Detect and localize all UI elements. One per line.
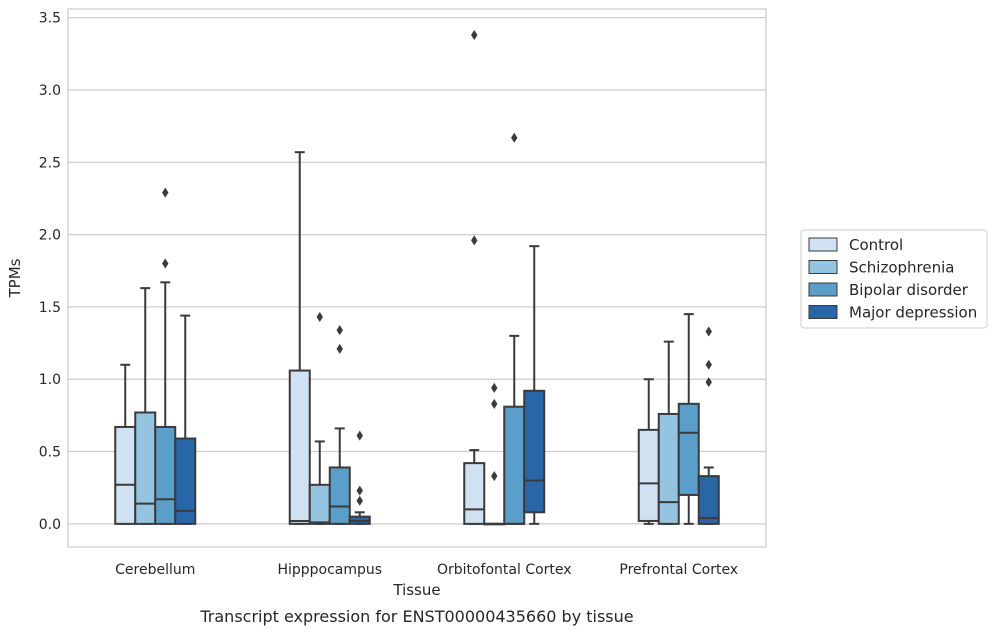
x-tick-label: Prefrontal Cortex [619,562,738,578]
legend: Control Schizophrenia Bipolar disorder Majo… [800,229,988,329]
legend-swatch [808,237,838,252]
y-tick-label: 0.0 [39,517,61,533]
box-1-1 [308,312,331,525]
box-2-2 [503,132,526,525]
box-body [677,402,700,496]
legend-label: Major depression [849,304,977,322]
box-body [503,405,526,525]
box-2-3 [523,245,546,525]
legend-swatch [808,282,838,297]
y-axis-label: TPMs [6,258,24,298]
box-body [463,462,486,525]
box-3-1 [657,340,680,525]
y-tick-label: 1.5 [39,300,61,316]
y-tick-label: 1.0 [39,372,61,388]
boxes [114,30,720,526]
box-body [114,425,137,525]
box-body [328,466,351,525]
legend-label: Schizophrenia [849,259,954,277]
box-body [288,369,311,525]
box-body [637,428,660,522]
y-tick-label: 0.5 [39,445,61,461]
y-tick-label: 2.0 [39,228,61,244]
chart-caption: Transcript expression for ENST0000043566… [199,607,633,626]
box-0-3 [174,314,197,525]
outlier-point [511,132,518,143]
box-body [523,389,546,514]
x-tick-label: Hipppocampus [277,562,382,578]
outlier-point [356,495,363,506]
box-body [134,411,157,525]
plot-area-frame [67,8,767,548]
box-0-1 [134,287,157,525]
outlier-point [471,30,478,41]
x-tick-label: Orbitofontal Cortex [437,562,572,578]
box-2-0 [463,30,486,525]
box-1-3 [348,430,371,525]
y-tick-labels: 0.0 0.5 1.0 1.5 2.0 2.5 3.0 3.5 [39,11,61,533]
box-body [174,437,197,525]
outlier-point [336,325,343,336]
x-axis-label: Tissue [392,581,440,599]
box-3-2 [677,313,700,525]
legend-label: Bipolar disorder [849,281,969,299]
outlier-point [356,430,363,441]
box-3-3 [697,326,720,525]
outlier-point [162,187,169,198]
box-0-2 [154,187,177,525]
box-body [657,412,680,525]
x-tick-label: Cerebellum [115,562,195,578]
outlier-point [491,382,498,393]
outlier-point [356,485,363,496]
box-1-0 [288,151,311,525]
outlier-point [705,326,712,337]
y-tick-label: 3.0 [39,83,61,99]
box-body [697,475,720,525]
outlier-point [491,398,498,409]
box-body [308,483,331,525]
legend-swatch [808,260,838,274]
box-2-1 [483,382,506,526]
outlier-point [336,343,343,354]
legend-swatch [808,305,838,319]
legend-label: Control [849,236,903,254]
outlier-point [705,377,712,388]
outlier-point [705,359,712,370]
box-3-0 [637,378,660,525]
outlier-point [471,235,478,246]
box-body [154,425,177,525]
y-tick-label: 3.5 [39,11,61,27]
legend-frame [800,229,988,329]
x-tick-labels: Cerebellum Hipppocampus Orbitofontal Corte… [115,562,738,578]
outlier-point [162,258,169,269]
box-1-2 [328,325,351,525]
outlier-point [491,471,498,482]
box-0-0 [114,363,137,525]
y-tick-label: 2.5 [39,155,61,171]
outlier-point [316,312,323,323]
